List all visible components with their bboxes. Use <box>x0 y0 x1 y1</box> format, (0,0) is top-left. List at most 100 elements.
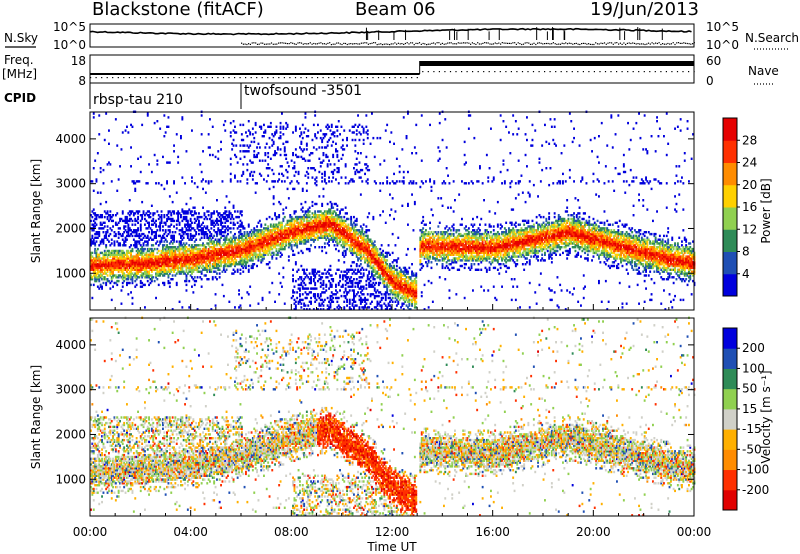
power-cell <box>193 212 196 215</box>
noise-left-tick-bottom: 10^0 <box>53 38 86 52</box>
power-cell <box>319 293 322 296</box>
power-cell <box>294 238 297 241</box>
power-cell <box>117 270 120 273</box>
power-cell <box>305 189 308 192</box>
nave-point <box>167 77 169 79</box>
power-cell <box>299 146 301 149</box>
power-cell <box>300 217 303 221</box>
power-cell <box>94 274 97 277</box>
noise-search-point <box>256 43 259 45</box>
power-cell <box>303 287 306 290</box>
power-cell <box>240 249 243 253</box>
power-cell <box>185 210 188 213</box>
noise-search-point <box>466 42 468 44</box>
power-cell <box>156 264 159 268</box>
nave-point <box>90 77 92 79</box>
noise-search-point <box>496 43 498 45</box>
power-cell <box>195 244 198 247</box>
power-cell <box>171 261 174 264</box>
power-cell <box>196 259 199 262</box>
power-cell <box>328 221 330 224</box>
power-cell <box>365 253 368 256</box>
noise-search-point <box>394 42 396 44</box>
power-cell <box>269 225 272 228</box>
power-cell <box>128 210 131 213</box>
power-cell <box>218 240 221 243</box>
power-cell <box>307 232 310 236</box>
power-cell <box>135 232 138 236</box>
power-cell <box>253 229 256 232</box>
power-cell <box>299 135 301 138</box>
power-cell <box>202 221 204 224</box>
power-cell <box>294 232 297 236</box>
power-cell <box>335 125 337 128</box>
noise-search-point <box>380 43 382 45</box>
power-cell <box>308 234 311 238</box>
power-cell <box>304 272 307 275</box>
power-cell <box>353 247 355 251</box>
power-cell <box>353 296 355 300</box>
power-cell <box>141 257 144 260</box>
power-cell <box>253 242 256 245</box>
power-cell <box>167 229 170 232</box>
noise-search-point <box>346 43 348 46</box>
power-cell <box>314 229 317 232</box>
power-cell <box>112 225 114 228</box>
power-cell <box>330 219 333 223</box>
power-cell <box>304 287 307 290</box>
power-cell <box>357 281 359 285</box>
noise-search-point <box>470 43 472 45</box>
power-cell <box>200 266 203 270</box>
power-cell <box>261 257 264 260</box>
power-cell <box>101 268 103 271</box>
power-cell <box>315 176 318 179</box>
power-cell <box>250 251 253 255</box>
power-cell <box>299 232 301 236</box>
power-cell <box>177 247 180 251</box>
power-cell <box>220 223 222 226</box>
power-cell <box>350 229 353 232</box>
power-cell <box>308 223 311 226</box>
power-cell <box>304 227 307 230</box>
power-cell <box>192 261 195 264</box>
power-cell <box>96 264 99 268</box>
power-cell <box>102 259 105 262</box>
power-cell <box>134 229 137 232</box>
power-cell <box>250 259 253 262</box>
power-cell <box>211 276 214 279</box>
power-cell <box>274 242 276 245</box>
power-cell <box>307 135 310 138</box>
power-cell <box>210 249 213 253</box>
power-cell <box>163 283 166 287</box>
power-cell <box>243 251 246 255</box>
power-cell <box>368 306 371 309</box>
power-cell <box>153 231 156 234</box>
power-cell <box>315 202 318 206</box>
power-cell <box>106 229 109 232</box>
power-cell <box>326 219 329 223</box>
power-cell <box>123 268 126 271</box>
power-cell <box>238 249 240 253</box>
power-cell <box>213 247 216 251</box>
power-cell <box>232 263 235 266</box>
power-cell <box>264 238 267 241</box>
power-cell <box>271 244 274 247</box>
power-cell <box>229 172 232 176</box>
power-cell <box>260 229 263 232</box>
power-cell <box>325 276 328 279</box>
power-cell <box>216 231 218 234</box>
power-cell <box>330 223 333 226</box>
power-cell <box>130 264 132 268</box>
power-cell <box>344 231 347 234</box>
power-cell <box>246 291 249 294</box>
power-cell <box>156 257 159 260</box>
power-cell <box>274 238 276 241</box>
power-cell <box>234 240 236 243</box>
power-cell <box>202 249 204 253</box>
power-cell <box>311 152 314 155</box>
power-cell <box>322 308 325 311</box>
power-cell <box>206 266 209 270</box>
power-cell <box>163 268 166 271</box>
power-cell <box>353 308 355 311</box>
noise-search-point <box>503 42 505 44</box>
